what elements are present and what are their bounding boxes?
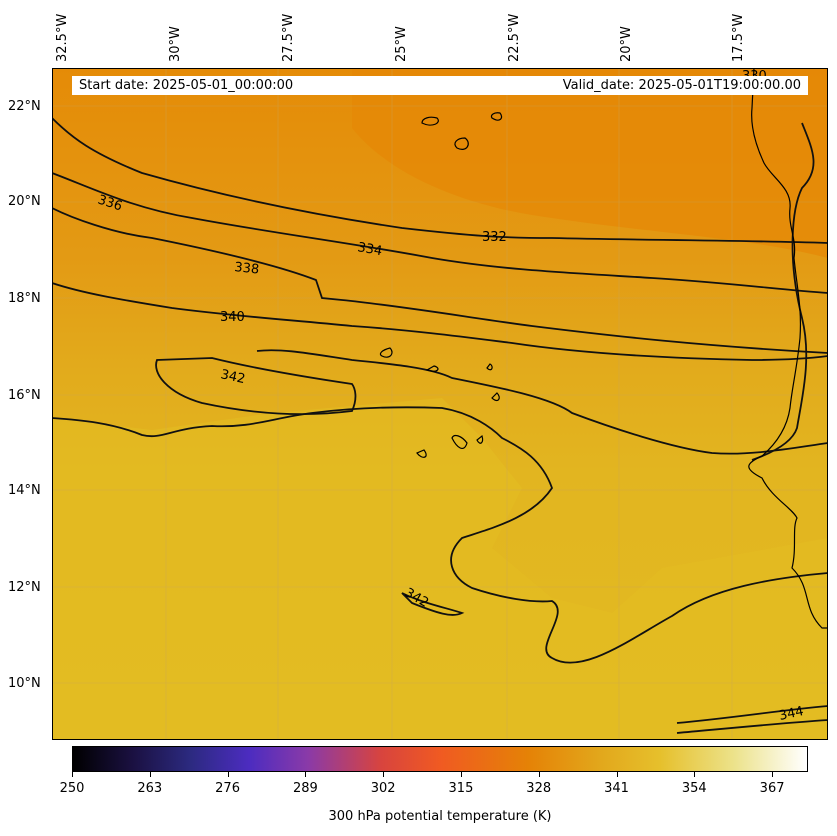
colorbar-tick-mark [227,772,229,777]
colorbar-tick-mark [383,772,385,777]
lon-label: 25°W [394,26,409,62]
lon-label: 17.5°W [731,13,746,62]
contour-334 [52,172,828,294]
colorbar-tick-mark [772,772,774,777]
lon-label: 27.5°W [281,13,296,62]
island-cv-1 [379,347,393,358]
colorbar-title: 300 hPa potential temperature (K) [328,809,552,824]
contour-338 [52,207,828,354]
contour-label-332: 332 [482,230,507,245]
coastlines [379,68,828,629]
contour-lines [52,117,828,734]
colorbar-tick-label: 354 [681,781,707,796]
colorbar-tick-label: 341 [604,781,629,796]
lon-label: 22.5°W [507,13,522,62]
colorbar-tick-mark [72,772,73,777]
lon-label: 30°W [168,26,183,62]
african-coast [748,68,828,629]
contour-342-loop-west [155,357,357,415]
colorbar-tick-mark [694,772,696,777]
map-frame [52,68,828,740]
lat-label: 18°N [8,291,41,306]
lat-label: 12°N [8,580,41,595]
contour-342-south [52,406,828,664]
colorbar-tick-label: 367 [759,781,785,796]
valid-date: Valid_date: 2025-05-01T19:00:00.00 [562,78,801,93]
contour-label-344: 344 [778,704,805,724]
colorbar-tick-label: 250 [59,781,85,796]
field-warm-south [52,398,828,740]
lat-label: 10°N [8,676,41,691]
colorbar-tick-mark [305,772,307,777]
colorbar-tick-mark [460,772,462,777]
map-panel: 330 336 334 332 338 340 342 342 344 [52,68,828,740]
colorbar-tick-label: 302 [370,781,396,796]
contour-342-small [401,592,465,616]
island-cv-4 [491,392,500,402]
lat-label: 16°N [8,388,41,403]
island-3 [490,112,503,121]
island-cv-2 [425,365,439,372]
island-2 [454,137,469,150]
lon-label: 32.5°W [55,13,70,62]
start-date: Start date: 2025-05-01_00:00:00 [79,78,294,93]
island-cv-6 [416,449,427,458]
lon-label: 20°W [619,26,634,62]
lat-label: 14°N [8,483,41,498]
contour-label-340: 340 [220,310,245,325]
island-cv-5 [451,434,468,450]
contour-label-334: 334 [356,240,383,259]
colorbar-tick-mark [538,772,540,777]
contour-label-336: 336 [96,193,124,215]
contour-coast-east [751,122,815,461]
contour-label-338: 338 [234,260,260,278]
colorbar-tick-label: 315 [448,781,474,796]
colorbar-tick-label: 289 [292,781,318,796]
lat-label: 22°N [8,99,41,114]
contour-344-b [676,719,828,734]
contour-340 [52,282,828,361]
field-max-region [352,68,828,258]
colorbar [72,746,808,772]
map-svg: 330 336 334 332 338 340 342 342 344 [52,68,828,740]
island-cv-3 [486,363,493,371]
contour-344 [676,705,828,724]
colorbar-tick-label: 263 [137,781,163,796]
island-cv-7 [476,434,484,444]
contour-342-loop-east [256,349,828,455]
contour-332 [52,117,828,244]
colorbar-tick-label: 276 [215,781,240,796]
colorbar-tick-mark [149,772,151,777]
island-1 [421,116,439,126]
info-bar: Start date: 2025-05-01_00:00:00 Valid_da… [72,76,808,95]
colorbar-tick-mark [616,772,618,777]
lat-label: 20°N [8,194,41,209]
contour-label-342-a: 342 [219,367,246,387]
colorbar-tick-label: 328 [526,781,552,796]
